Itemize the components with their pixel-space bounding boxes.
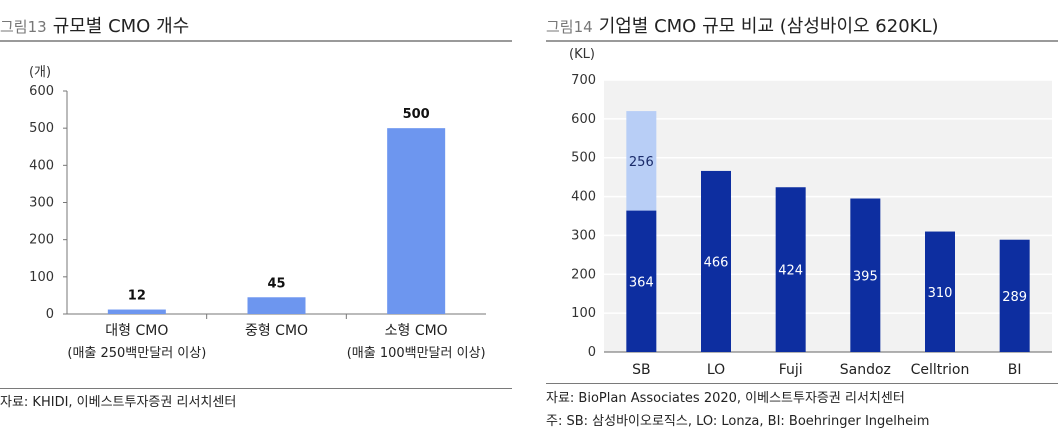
bar-data-label: 364 bbox=[629, 275, 654, 290]
y-tick-label: 200 bbox=[29, 233, 54, 248]
figure14-source: 자료: BioPlan Associates 2020, 이베스트투자증권 리서… bbox=[546, 391, 905, 406]
figure13-title-row: 그림13 규모별 CMO 개수 bbox=[0, 12, 189, 38]
figure13-chart: (개) 0 100 200 300 400 500 600 12 대형 CMO (매출 250백만달… bbox=[29, 65, 486, 361]
y-tick-label: 400 bbox=[571, 190, 596, 205]
y-tick-label: 600 bbox=[571, 112, 596, 127]
x-category-label: BI bbox=[1008, 362, 1022, 378]
bar-data-label: 256 bbox=[629, 155, 654, 170]
figure14-panel: 그림14 기업별 CMO 규모 비교 (삼성바이오 620KL) 0 100 200 3… bbox=[546, 0, 1064, 435]
bar-segment-main bbox=[701, 170, 731, 352]
figure14-title-row: 그림14 기업별 CMO 규모 비교 (삼성바이오 620KL) bbox=[546, 12, 939, 38]
y-tick-label: 700 bbox=[571, 73, 596, 88]
bar-data-label: 424 bbox=[778, 264, 803, 279]
figure14-title: 기업별 CMO 규모 비교 (삼성바이오 620KL) bbox=[598, 16, 939, 37]
y-tick-label: 500 bbox=[571, 151, 596, 166]
figure13-source-rule bbox=[0, 388, 512, 389]
bar-data-label: 45 bbox=[267, 276, 285, 291]
figure13-source: 자료: KHIDI, 이베스트투자증권 리서치센터 bbox=[0, 395, 237, 410]
x-category-label: LO bbox=[707, 362, 725, 378]
y-tick-label: 400 bbox=[29, 158, 54, 173]
y-tick-label: 0 bbox=[588, 345, 596, 360]
bar-data-label: 466 bbox=[704, 255, 729, 270]
y-tick-label: 600 bbox=[29, 84, 54, 99]
figure14-note: 주: SB: 삼성바이오로직스, LO: Lonza, BI: Boehring… bbox=[546, 414, 930, 429]
bar-segment-main bbox=[850, 198, 881, 352]
y-tick-label: 0 bbox=[46, 307, 54, 322]
y-tick-label: 500 bbox=[29, 121, 54, 136]
bar bbox=[247, 297, 306, 314]
y-tick-label: 300 bbox=[29, 196, 54, 211]
y-axis-unit-label: (개) bbox=[29, 65, 51, 80]
figure14-chart: 0 100 200 300 400 500 600 700 (KL) 364 256 SB 466 LO 4… bbox=[569, 47, 1052, 378]
x-category-sublabel: (매출 250백만달러 이상) bbox=[67, 346, 206, 361]
bar-segment-main bbox=[775, 187, 806, 352]
figure13-panel: 그림13 규모별 CMO 개수 (개) 0 100 200 300 400 500 600 12 대… bbox=[0, 0, 512, 435]
x-category-sublabel: (매출 100백만달러 이상) bbox=[347, 346, 486, 361]
bar-data-label: 395 bbox=[853, 269, 878, 284]
x-category-label: SB bbox=[632, 362, 651, 378]
bar-segment-extra bbox=[626, 111, 657, 211]
x-category-label: Celltrion bbox=[911, 362, 970, 378]
figure13-number: 그림13 bbox=[0, 18, 47, 36]
bar-data-label: 12 bbox=[128, 289, 146, 304]
y-axis-unit-label: (KL) bbox=[569, 47, 595, 62]
bar-data-label: 289 bbox=[1002, 290, 1027, 305]
bar-data-label: 500 bbox=[403, 107, 430, 122]
y-tick-label: 100 bbox=[571, 306, 596, 321]
x-category-label: 중형 CMO bbox=[245, 323, 308, 339]
bar-segment-main bbox=[626, 210, 657, 352]
bar bbox=[107, 309, 166, 314]
y-tick-label: 100 bbox=[29, 270, 54, 285]
figure13-title-rule bbox=[0, 40, 512, 42]
y-tick-label: 300 bbox=[571, 228, 596, 243]
figure14-source-rule bbox=[546, 383, 1058, 384]
y-tick-label: 200 bbox=[571, 267, 596, 282]
figure14-title-rule bbox=[546, 40, 1058, 42]
x-category-label: 소형 CMO bbox=[385, 323, 448, 339]
bar bbox=[387, 128, 446, 314]
bar-segment-main bbox=[999, 239, 1030, 352]
figure14-number: 그림14 bbox=[546, 18, 593, 36]
bar-segment-main bbox=[925, 231, 955, 352]
x-category-label: Sandoz bbox=[840, 362, 891, 378]
x-category-label: Fuji bbox=[779, 362, 803, 378]
bar-data-label: 310 bbox=[928, 286, 953, 301]
x-category-label: 대형 CMO bbox=[105, 323, 168, 339]
figure13-title: 규모별 CMO 개수 bbox=[52, 16, 190, 37]
plot-area-background bbox=[604, 80, 1052, 352]
